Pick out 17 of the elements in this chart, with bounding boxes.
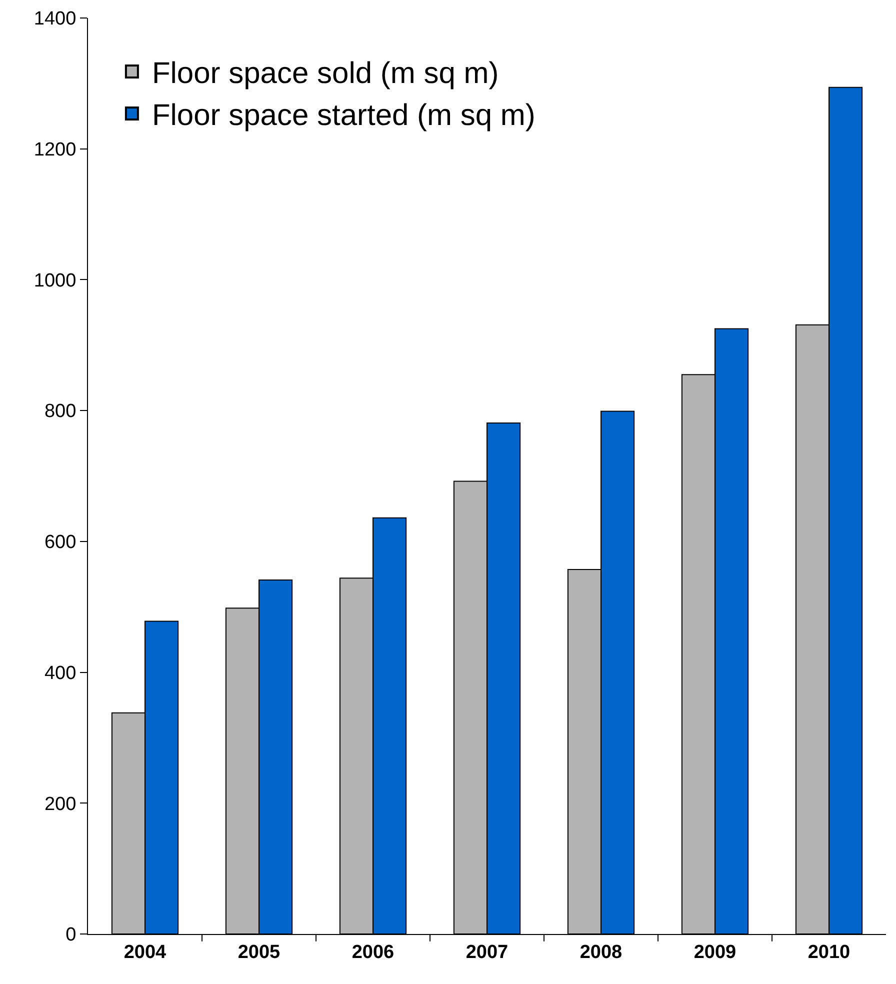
x-tick-label: 2007: [466, 942, 508, 963]
x-tick-label: 2006: [352, 942, 394, 963]
y-tick-label: 1200: [34, 140, 76, 161]
y-tick-label: 400: [44, 662, 76, 684]
x-tick-label: 2005: [238, 942, 281, 963]
x-tick-label: 2009: [694, 942, 736, 963]
x-tick-label: 2004: [124, 942, 167, 963]
legend-label: Floor space started (m sq m): [152, 99, 536, 132]
y-tick-label: 1000: [34, 270, 76, 292]
x-tick-label: 2010: [808, 942, 850, 963]
x-tick-label: 2008: [580, 942, 622, 963]
y-tick-label: 600: [44, 532, 76, 554]
y-tick-label: 800: [44, 401, 76, 422]
y-tick-label: 1400: [34, 8, 76, 30]
legend-label: Floor space sold (m sq m): [152, 57, 499, 90]
y-tick-label: 200: [44, 794, 76, 815]
y-tick-label: 0: [66, 924, 76, 946]
